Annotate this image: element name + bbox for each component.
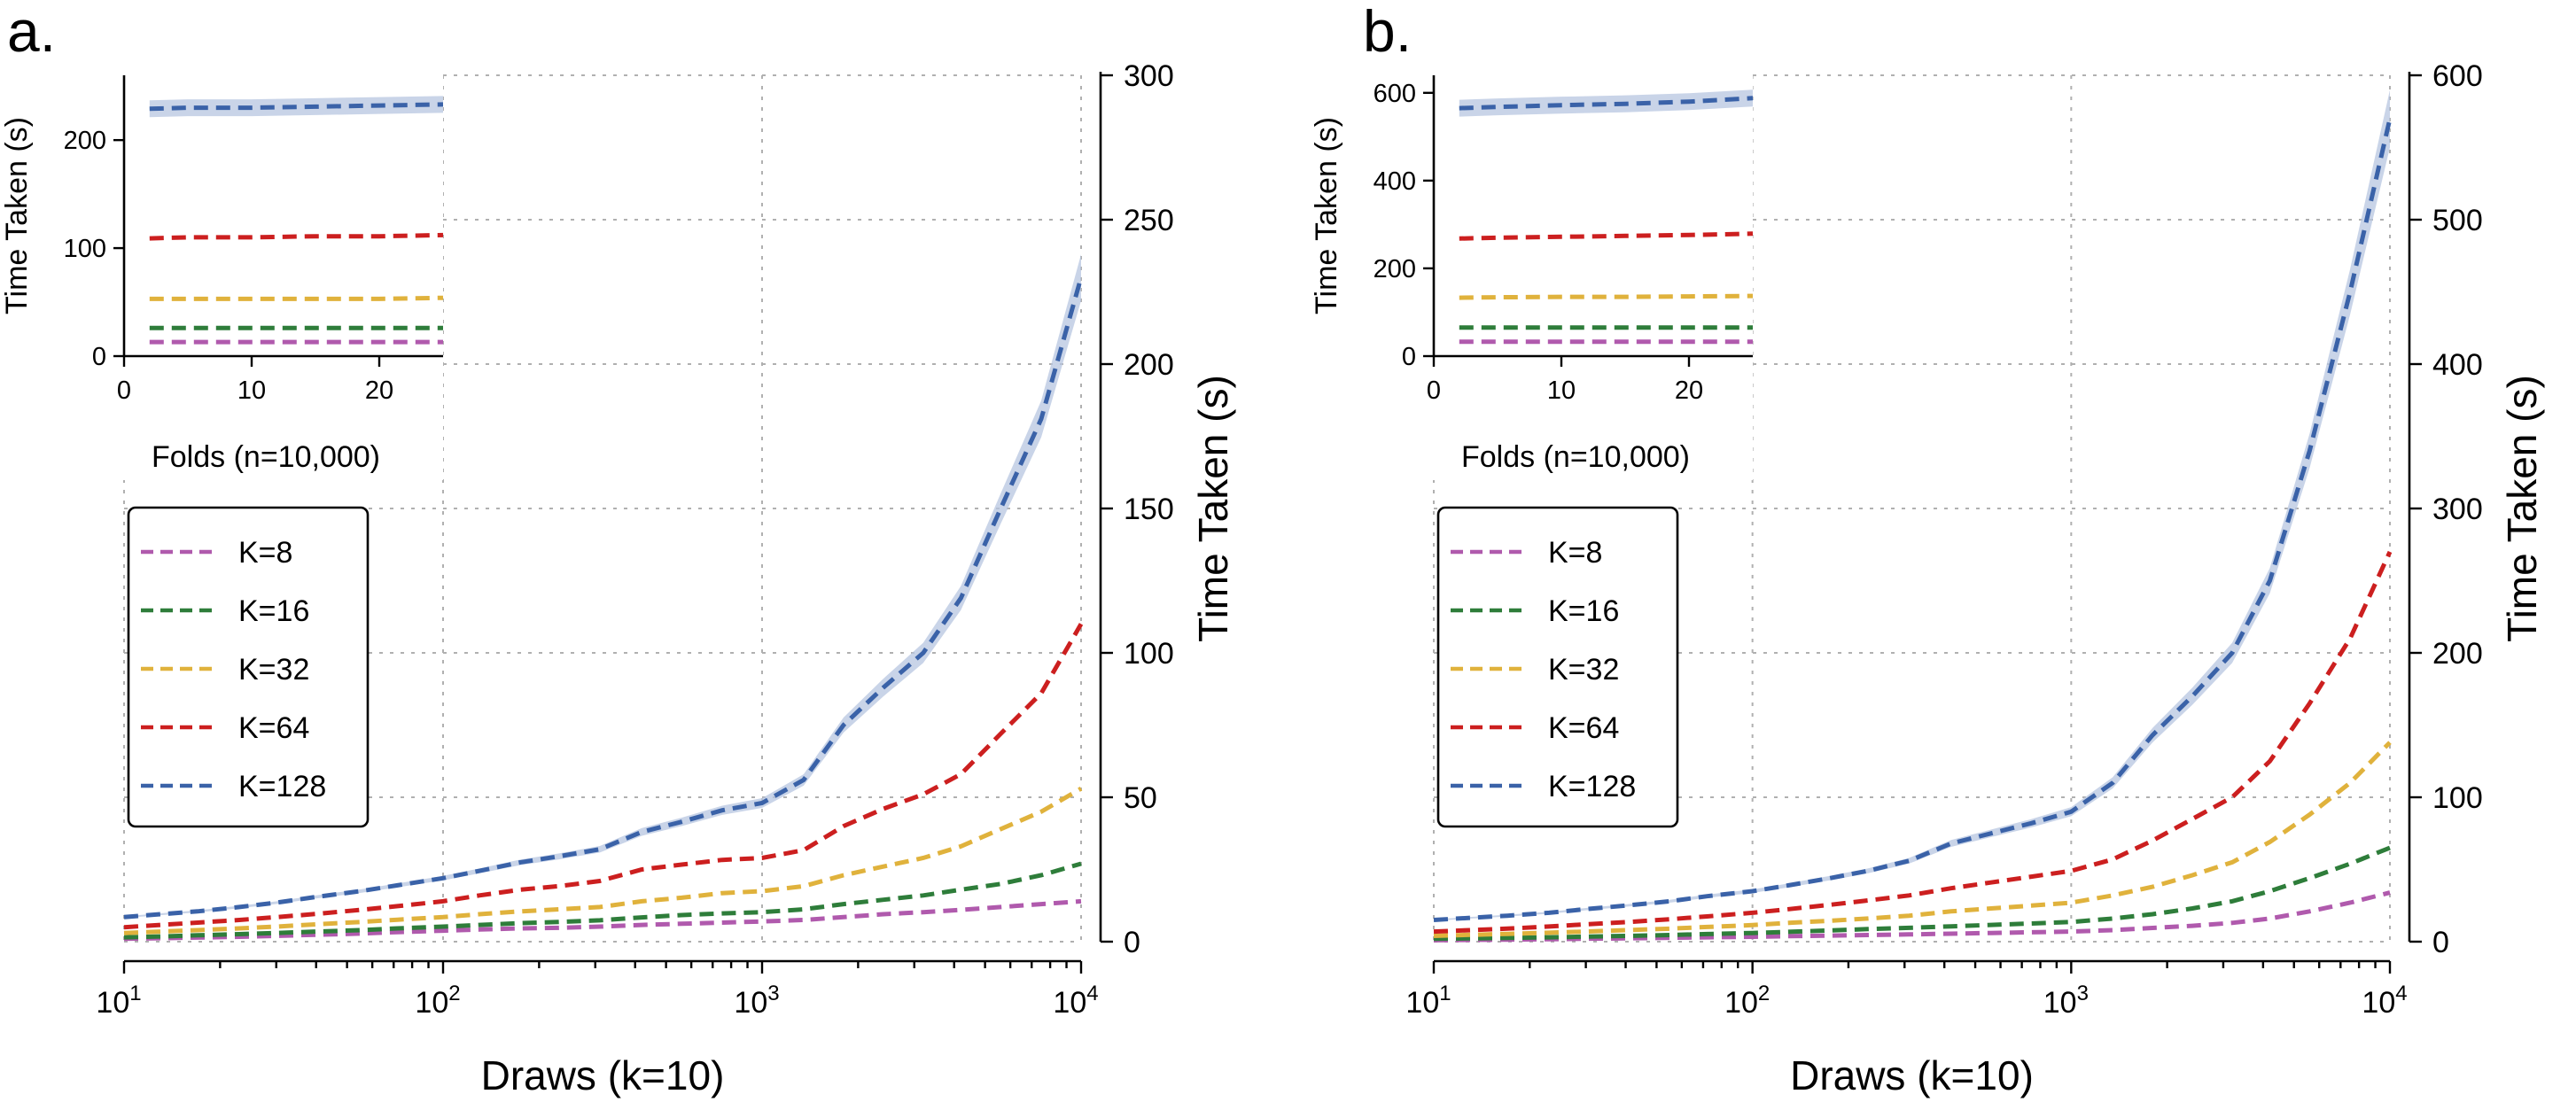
y-tick-label: 500 [2432, 204, 2483, 237]
inset-y-axis-label: Time Taken (s) [0, 117, 34, 314]
y-tick-label: 0 [1124, 926, 1140, 959]
legend-label: K=64 [238, 711, 309, 745]
legend-label: K=8 [238, 536, 292, 570]
series-line-k128 [1433, 118, 2393, 922]
inset-series-line-k32 [1459, 293, 1754, 300]
inset-y-tick-label: 0 [1402, 343, 1416, 371]
series-line-k32 [123, 787, 1083, 935]
inset-series-line-k128 [149, 102, 444, 112]
legend-box [1436, 506, 1679, 828]
y-tick-label: 0 [2432, 926, 2449, 959]
legend-label: K=16 [238, 594, 309, 628]
y-axis-label: Time Taken (s) [1190, 375, 1236, 642]
series-group [1433, 118, 2393, 943]
inset-series-line-k32 [149, 295, 444, 301]
inset-series-line-k128 [1459, 96, 1754, 111]
series-line-k32 [1433, 741, 2392, 938]
series-line-k128 [123, 276, 1084, 920]
legend: K=8 K=16 K=32 K=64 K=128 [1436, 506, 1679, 828]
y-tick-label: 100 [1124, 637, 1174, 671]
legend-label: K=32 [238, 653, 309, 687]
x-tick-label: 101 [96, 982, 141, 1020]
x-ticks: 101 102 103 104 [96, 961, 1099, 1020]
inset-x-tick-label: 20 [1675, 376, 1703, 405]
x-ticks: 101 102 103 104 [1405, 961, 2408, 1020]
inset-x-tick-label: 0 [1427, 376, 1441, 405]
x-tick-label: 101 [1405, 982, 1451, 1020]
legend-label: K=128 [1548, 770, 1636, 803]
y-tick-label: 300 [1124, 59, 1174, 93]
inset-y-tick-label: 0 [92, 343, 106, 371]
inset-y-tick-label: 200 [1374, 255, 1416, 283]
legend-box [127, 506, 370, 828]
x-tick-label: 102 [1724, 982, 1770, 1020]
inset-x-axis-label: Folds (n=10,000) [1461, 440, 1690, 474]
x-axis-label: Draws (k=10) [481, 1052, 725, 1098]
x-tick-label: 103 [734, 982, 779, 1020]
y-axis-label: Time Taken (s) [2499, 375, 2545, 642]
legend-label: K=128 [238, 770, 326, 803]
y-ticks: 0 100 200 300 400 500 600 [2409, 59, 2483, 959]
inset-background [0, 66, 443, 480]
x-tick-label: 102 [415, 982, 460, 1020]
y-tick-label: 200 [1124, 348, 1174, 382]
panel-label: a. [7, 0, 56, 64]
inset-series-line-k64 [1459, 231, 1754, 241]
series-group [123, 276, 1084, 942]
inset-background [1310, 66, 1753, 480]
y-tick-label: 150 [1124, 493, 1174, 526]
inset-y-tick-label: 200 [64, 127, 106, 155]
inset-x-tick-label: 0 [117, 376, 131, 405]
x-axis-label: Draws (k=10) [1790, 1052, 2034, 1098]
series-line-k64 [123, 623, 1084, 930]
panel-label: b. [1363, 0, 1412, 64]
y-tick-label: 200 [2432, 637, 2483, 671]
y-tick-label: 100 [2432, 781, 2483, 815]
inset-x-tick-label: 20 [365, 376, 393, 405]
series-line-k64 [1433, 550, 2393, 935]
inset-y-tick-label: 600 [1374, 80, 1416, 108]
inset-x-axis-label: Folds (n=10,000) [152, 440, 380, 474]
legend-label: K=8 [1548, 536, 1602, 570]
inset-y-axis-label: Time Taken (s) [1310, 117, 1343, 314]
legend-label: K=32 [1548, 653, 1619, 687]
series-line-k8 [1433, 890, 2391, 943]
y-ticks: 0 50 100 150 200 250 300 [1101, 59, 1174, 959]
x-tick-label: 104 [2362, 982, 2407, 1020]
series-line-k8 [123, 898, 1082, 942]
inset-x-tick-label: 10 [1547, 376, 1576, 405]
legend-label: K=16 [1548, 594, 1619, 628]
inset-series-line-k64 [149, 232, 444, 241]
legend-label: K=64 [1548, 711, 1619, 745]
x-tick-label: 103 [2043, 982, 2089, 1020]
y-tick-label: 400 [2432, 348, 2483, 382]
y-tick-label: 600 [2432, 59, 2483, 93]
inset-y-tick-label: 100 [64, 235, 106, 263]
series-line-k16 [123, 861, 1082, 940]
legend: K=8 K=16 K=32 K=64 K=128 [127, 506, 370, 828]
inset-x-tick-label: 10 [237, 376, 266, 405]
x-tick-label: 104 [1053, 982, 1098, 1020]
y-tick-label: 250 [1124, 204, 1174, 237]
y-tick-label: 50 [1124, 781, 1157, 815]
y-tick-label: 300 [2432, 493, 2483, 526]
inset-y-tick-label: 400 [1374, 167, 1416, 196]
series-line-k16 [1433, 845, 2391, 942]
